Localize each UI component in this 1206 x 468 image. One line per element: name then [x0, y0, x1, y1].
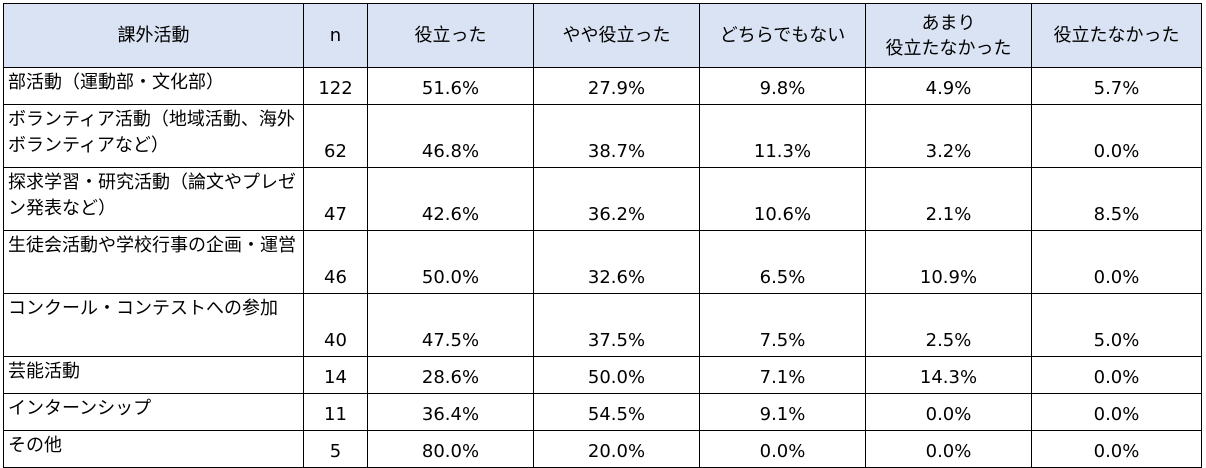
row-not-useful: 0.0%	[1031, 104, 1202, 168]
table-row: コンクール・コンテストへの参加 40 47.5% 37.5% 7.5% 2.5%…	[3, 293, 1202, 357]
row-somewhat-useful: 36.2%	[533, 167, 700, 231]
row-n: 14	[303, 356, 368, 394]
row-somewhat-useful: 32.6%	[533, 230, 700, 294]
row-not-very-useful: 0.0%	[865, 430, 1032, 468]
row-useful: 28.6%	[367, 356, 534, 394]
header-row: 課外活動 n 役立った やや役立った どちらでもない あまり 役立たなかった 役…	[3, 3, 1202, 68]
header-useful: 役立った	[367, 3, 534, 68]
row-not-useful: 0.0%	[1031, 430, 1202, 468]
header-not-useful: 役立たなかった	[1031, 3, 1202, 68]
row-n: 5	[303, 430, 368, 468]
row-n: 46	[303, 230, 368, 294]
row-n: 47	[303, 167, 368, 231]
row-not-very-useful: 10.9%	[865, 230, 1032, 294]
row-somewhat-useful: 54.5%	[533, 393, 700, 431]
row-useful: 51.6%	[367, 67, 534, 105]
row-not-useful: 8.5%	[1031, 167, 1202, 231]
row-somewhat-useful: 37.5%	[533, 293, 700, 357]
table-row: 芸能活動 14 28.6% 50.0% 7.1% 14.3% 0.0%	[3, 356, 1202, 394]
row-neither: 9.1%	[699, 393, 866, 431]
row-useful: 47.5%	[367, 293, 534, 357]
table-row: 部活動（運動部・文化部） 122 51.6% 27.9% 9.8% 4.9% 5…	[3, 67, 1202, 105]
row-n: 122	[303, 67, 368, 105]
row-neither: 7.5%	[699, 293, 866, 357]
row-not-useful: 0.0%	[1031, 356, 1202, 394]
row-somewhat-useful: 27.9%	[533, 67, 700, 105]
table-row: その他 5 80.0% 20.0% 0.0% 0.0% 0.0%	[3, 430, 1202, 468]
header-not-very-useful-line2: 役立たなかった	[885, 37, 1012, 59]
table-row: インターンシップ 11 36.4% 54.5% 9.1% 0.0% 0.0%	[3, 393, 1202, 431]
row-somewhat-useful: 20.0%	[533, 430, 700, 468]
row-useful: 36.4%	[367, 393, 534, 431]
survey-results-table: 課外活動 n 役立った やや役立った どちらでもない あまり 役立たなかった 役…	[3, 3, 1202, 468]
header-somewhat-useful: やや役立った	[533, 3, 700, 68]
row-n: 62	[303, 104, 368, 168]
header-not-very-useful-line1: あまり	[921, 12, 976, 34]
row-not-very-useful: 2.1%	[865, 167, 1032, 231]
row-useful: 80.0%	[367, 430, 534, 468]
row-n: 11	[303, 393, 368, 431]
header-activity: 課外活動	[3, 3, 304, 68]
row-not-very-useful: 0.0%	[865, 393, 1032, 431]
row-not-very-useful: 2.5%	[865, 293, 1032, 357]
row-not-useful: 0.0%	[1031, 230, 1202, 294]
row-activity: 探求学習・研究活動（論文やプレゼン発表など）	[3, 167, 304, 231]
row-activity: 生徒会活動や学校行事の企画・運営	[3, 230, 304, 294]
row-useful: 42.6%	[367, 167, 534, 231]
header-not-very-useful: あまり 役立たなかった	[865, 3, 1032, 68]
row-activity: 芸能活動	[3, 356, 304, 394]
table-row: ボランティア活動（地域活動、海外ボランティアなど） 62 46.8% 38.7%…	[3, 104, 1202, 168]
row-neither: 11.3%	[699, 104, 866, 168]
row-activity: ボランティア活動（地域活動、海外ボランティアなど）	[3, 104, 304, 168]
row-not-very-useful: 14.3%	[865, 356, 1032, 394]
table-row: 生徒会活動や学校行事の企画・運営 46 50.0% 32.6% 6.5% 10.…	[3, 230, 1202, 294]
row-neither: 7.1%	[699, 356, 866, 394]
row-not-useful: 5.0%	[1031, 293, 1202, 357]
row-somewhat-useful: 50.0%	[533, 356, 700, 394]
row-activity: コンクール・コンテストへの参加	[3, 293, 304, 357]
row-activity: その他	[3, 430, 304, 468]
row-not-very-useful: 3.2%	[865, 104, 1032, 168]
row-not-very-useful: 4.9%	[865, 67, 1032, 105]
table-row: 探求学習・研究活動（論文やプレゼン発表など） 47 42.6% 36.2% 10…	[3, 167, 1202, 231]
row-somewhat-useful: 38.7%	[533, 104, 700, 168]
row-neither: 6.5%	[699, 230, 866, 294]
row-not-useful: 0.0%	[1031, 393, 1202, 431]
header-neither: どちらでもない	[699, 3, 866, 68]
row-n: 40	[303, 293, 368, 357]
row-activity: 部活動（運動部・文化部）	[3, 67, 304, 105]
row-neither: 10.6%	[699, 167, 866, 231]
row-activity: インターンシップ	[3, 393, 304, 431]
row-neither: 0.0%	[699, 430, 866, 468]
row-neither: 9.8%	[699, 67, 866, 105]
header-n: n	[303, 3, 368, 68]
row-useful: 46.8%	[367, 104, 534, 168]
row-useful: 50.0%	[367, 230, 534, 294]
row-not-useful: 5.7%	[1031, 67, 1202, 105]
